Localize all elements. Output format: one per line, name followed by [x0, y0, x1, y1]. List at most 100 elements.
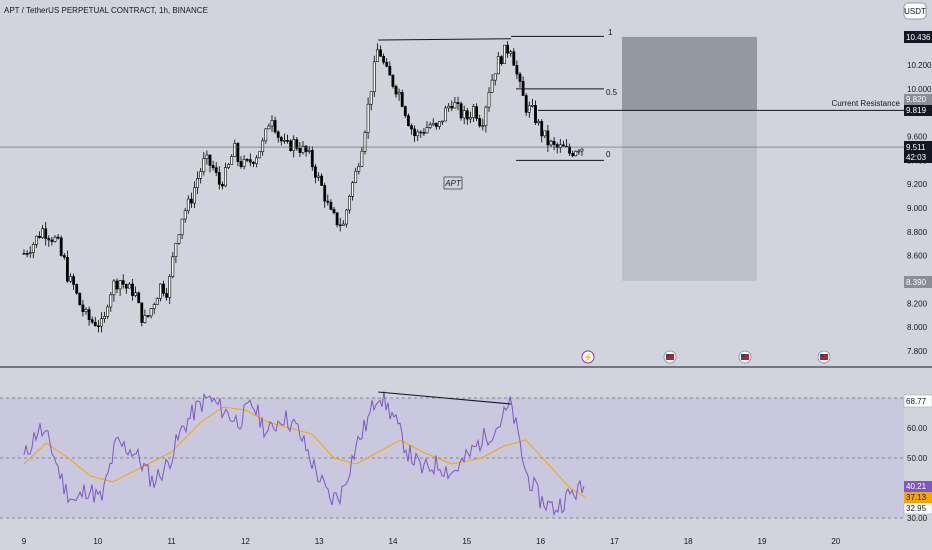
candle-body — [329, 202, 333, 210]
candle-body — [171, 256, 175, 277]
event-us-flag-icon-3[interactable] — [817, 350, 831, 364]
candle-body — [264, 128, 268, 142]
candlesticks — [22, 41, 584, 333]
candle-body — [134, 292, 138, 296]
candle-body — [115, 280, 119, 290]
candle-body — [385, 61, 389, 67]
badge-last — [904, 141, 932, 163]
time-tick: 14 — [389, 537, 398, 546]
price-tick: 8.200 — [907, 299, 928, 308]
candle-body — [31, 244, 35, 253]
candle-body — [527, 105, 531, 113]
candle-body — [279, 137, 283, 142]
rsi-badge-lower-text: 32.95 — [906, 504, 927, 513]
candle-body — [230, 156, 234, 165]
candle-body — [472, 106, 475, 118]
time-tick: 19 — [758, 537, 767, 546]
event-us-flag-icon-2[interactable] — [738, 350, 752, 364]
rsi-ma-line — [23, 406, 586, 498]
event-flash-icon[interactable]: ⚡ — [581, 350, 595, 364]
candle-body — [53, 236, 57, 242]
rsi-divergence-line[interactable] — [378, 391, 512, 405]
candle-body — [326, 200, 330, 203]
candle-body — [444, 107, 448, 122]
candle-body — [397, 91, 401, 95]
candle-body — [205, 154, 209, 159]
candle-body — [38, 235, 41, 238]
candle-body — [168, 276, 172, 298]
candle-body — [301, 145, 305, 153]
candle-body — [534, 105, 537, 124]
svg-text:⚡: ⚡ — [583, 352, 593, 362]
candle-body — [558, 144, 562, 148]
price-tick: 7.800 — [907, 347, 928, 356]
rsi-tick: 50.00 — [907, 454, 928, 463]
price-tick: 8.800 — [907, 228, 928, 237]
candle-body — [93, 321, 97, 327]
rsi-badge-rsi — [904, 481, 932, 492]
candle-body — [186, 198, 190, 212]
time-tick: 12 — [241, 537, 250, 546]
candle-body — [59, 237, 63, 256]
candle-body — [580, 148, 584, 152]
currency-label[interactable]: USDT — [904, 7, 926, 16]
candle-body — [261, 140, 265, 153]
price-trend-line[interactable] — [378, 38, 512, 41]
event-us-flag-icon[interactable] — [663, 350, 677, 364]
candle-body — [453, 102, 457, 109]
candle-body — [317, 175, 320, 178]
badge-last-text: 9.511 — [906, 143, 926, 152]
candle-body — [400, 91, 404, 107]
candle-body — [87, 309, 91, 321]
price-tick: 8.600 — [907, 252, 928, 261]
candle-body — [155, 298, 159, 305]
badge-resistance-2-text: 9.819 — [906, 106, 927, 115]
candle-body — [270, 120, 274, 127]
candle-body — [375, 49, 379, 63]
candle-body — [295, 139, 299, 149]
candle-body — [406, 115, 410, 127]
currency-button[interactable] — [903, 2, 927, 20]
candle-body — [211, 165, 215, 169]
price-tick: 10.200 — [907, 61, 932, 70]
candle-body — [146, 315, 150, 317]
time-tick: 15 — [462, 537, 471, 546]
symbol-label-box — [443, 176, 463, 190]
candle-body — [258, 151, 262, 159]
candle-body — [267, 125, 271, 130]
candle-body — [242, 159, 246, 167]
candle-body — [90, 319, 94, 323]
rsi-badge-upper — [903, 394, 932, 408]
candle-body — [44, 228, 48, 239]
candle-body — [199, 171, 203, 179]
candle-body — [298, 148, 302, 153]
candle-body — [540, 121, 544, 137]
badge-resistance-text: 9.820 — [906, 95, 927, 104]
candle-body — [193, 187, 196, 204]
price-tick: 10.000 — [907, 85, 932, 94]
candle-body — [124, 284, 128, 289]
candle-body — [509, 51, 513, 54]
candle-body — [506, 44, 510, 54]
rsi-badge-lower — [903, 502, 932, 515]
candle-body — [286, 140, 289, 142]
position-box-risk[interactable] — [622, 110, 757, 281]
candle-body — [338, 224, 342, 227]
candle-body — [403, 106, 407, 117]
candle-body — [22, 252, 26, 255]
time-tick: 13 — [315, 537, 324, 546]
position-box-profit[interactable] — [622, 36, 757, 111]
candle-body — [190, 198, 193, 204]
candle-body — [81, 304, 85, 313]
candle-body — [351, 182, 355, 197]
candle-body — [162, 283, 165, 294]
badge-stop-text: 8.390 — [906, 278, 927, 287]
rsi-tick: 60.00 — [907, 424, 928, 433]
price-tick: 9.600 — [907, 133, 928, 142]
candle-body — [568, 146, 572, 154]
candle-body — [478, 118, 482, 127]
candle-body — [437, 121, 441, 127]
candle-body — [255, 157, 258, 164]
candle-body — [180, 218, 184, 236]
candle-body — [546, 130, 550, 146]
